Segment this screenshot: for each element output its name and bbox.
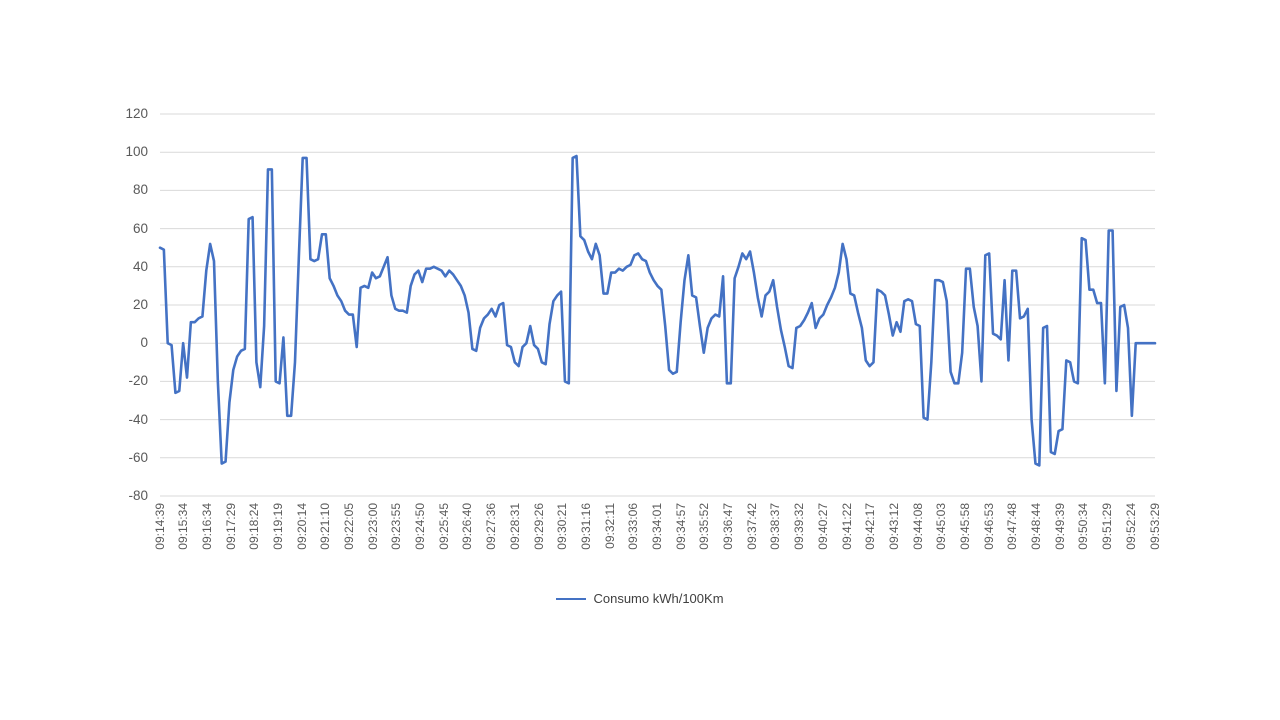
x-tick-label: 09:38:37 (768, 503, 783, 550)
x-tick-label: 09:24:50 (413, 503, 428, 550)
x-tick-label: 09:47:48 (1005, 503, 1020, 550)
x-tick-label: 09:34:57 (673, 503, 688, 550)
y-tick-label: 120 (125, 106, 148, 121)
x-tick-label: 09:29:26 (531, 503, 546, 550)
x-tick-label: 09:26:40 (460, 503, 475, 550)
x-tick-label: 09:19:19 (270, 503, 285, 550)
x-tick-label: 09:45:03 (934, 503, 949, 550)
x-tick-label: 09:46:53 (981, 503, 996, 550)
x-tick-label: 09:21:10 (318, 503, 333, 550)
x-tick-label: 09:44:08 (910, 503, 925, 550)
x-tick-label: 09:34:01 (650, 503, 664, 550)
x-tick-label: 09:50:34 (1076, 503, 1091, 550)
x-tick-label: 09:25:45 (436, 503, 451, 550)
x-tick-label: 09:30:21 (555, 503, 570, 550)
x-tick-label: 09:17:29 (223, 503, 238, 550)
legend-label: Consumo kWh/100Km (593, 591, 724, 606)
x-tick-label: 09:14:39 (152, 503, 167, 550)
legend-line-swatch (556, 597, 587, 600)
x-tick-label: 09:32:11 (602, 503, 617, 549)
y-tick-label: 40 (132, 258, 148, 274)
x-tick-label: 09:35:52 (697, 503, 712, 550)
x-tick-label: 09:36:47 (721, 503, 736, 550)
y-tick-label: -60 (128, 449, 148, 465)
x-tick-label: 09:42:17 (863, 503, 878, 550)
x-tick-label: 09:40:27 (815, 503, 830, 550)
x-tick-label: 09:15:34 (176, 503, 191, 550)
x-tick-label: 09:22:05 (342, 503, 357, 550)
x-tick-label: 09:37:42 (744, 503, 759, 550)
y-tick-label: 80 (132, 182, 148, 198)
x-tick-label: 09:18:24 (247, 503, 262, 550)
x-tick-label: 09:31:16 (578, 503, 593, 550)
y-tick-label: 20 (132, 297, 148, 312)
x-tick-label: 09:49:39 (1052, 503, 1067, 550)
x-tick-label: 09:16:34 (199, 503, 214, 550)
y-tick-label: 0 (140, 335, 148, 351)
series-line (158, 154, 1157, 467)
y-tick-label: -40 (128, 411, 148, 427)
x-tick-label: 09:43:12 (886, 503, 901, 550)
y-tick-label: -80 (128, 488, 148, 503)
x-tick-label: 09:33:06 (626, 503, 641, 550)
x-tick-label: 09:28:31 (507, 503, 522, 550)
y-tick-label: 60 (132, 220, 148, 236)
x-tick-label: 09:23:55 (389, 503, 404, 550)
x-tick-label: 09:48:44 (1029, 503, 1044, 550)
x-tick-label: 09:45:58 (957, 503, 972, 550)
legend: Consumo kWh/100Km (0, 591, 1280, 606)
x-tick-label: 09:39:32 (792, 503, 807, 550)
x-tick-label: 09:27:36 (484, 503, 499, 550)
x-tick-label: 09:23:00 (365, 503, 380, 550)
plot-area (158, 113, 1157, 497)
x-tick-label: 09:20:14 (294, 503, 309, 550)
line-chart (158, 113, 1157, 497)
x-tick-label: 09:51:29 (1100, 503, 1115, 550)
x-tick-label: 09:41:22 (839, 503, 854, 550)
x-tick-label: 09:53:29 (1147, 503, 1162, 550)
y-tick-label: 100 (125, 144, 148, 160)
x-tick-label: 09:52:24 (1123, 503, 1138, 550)
y-tick-label: -20 (128, 373, 148, 389)
